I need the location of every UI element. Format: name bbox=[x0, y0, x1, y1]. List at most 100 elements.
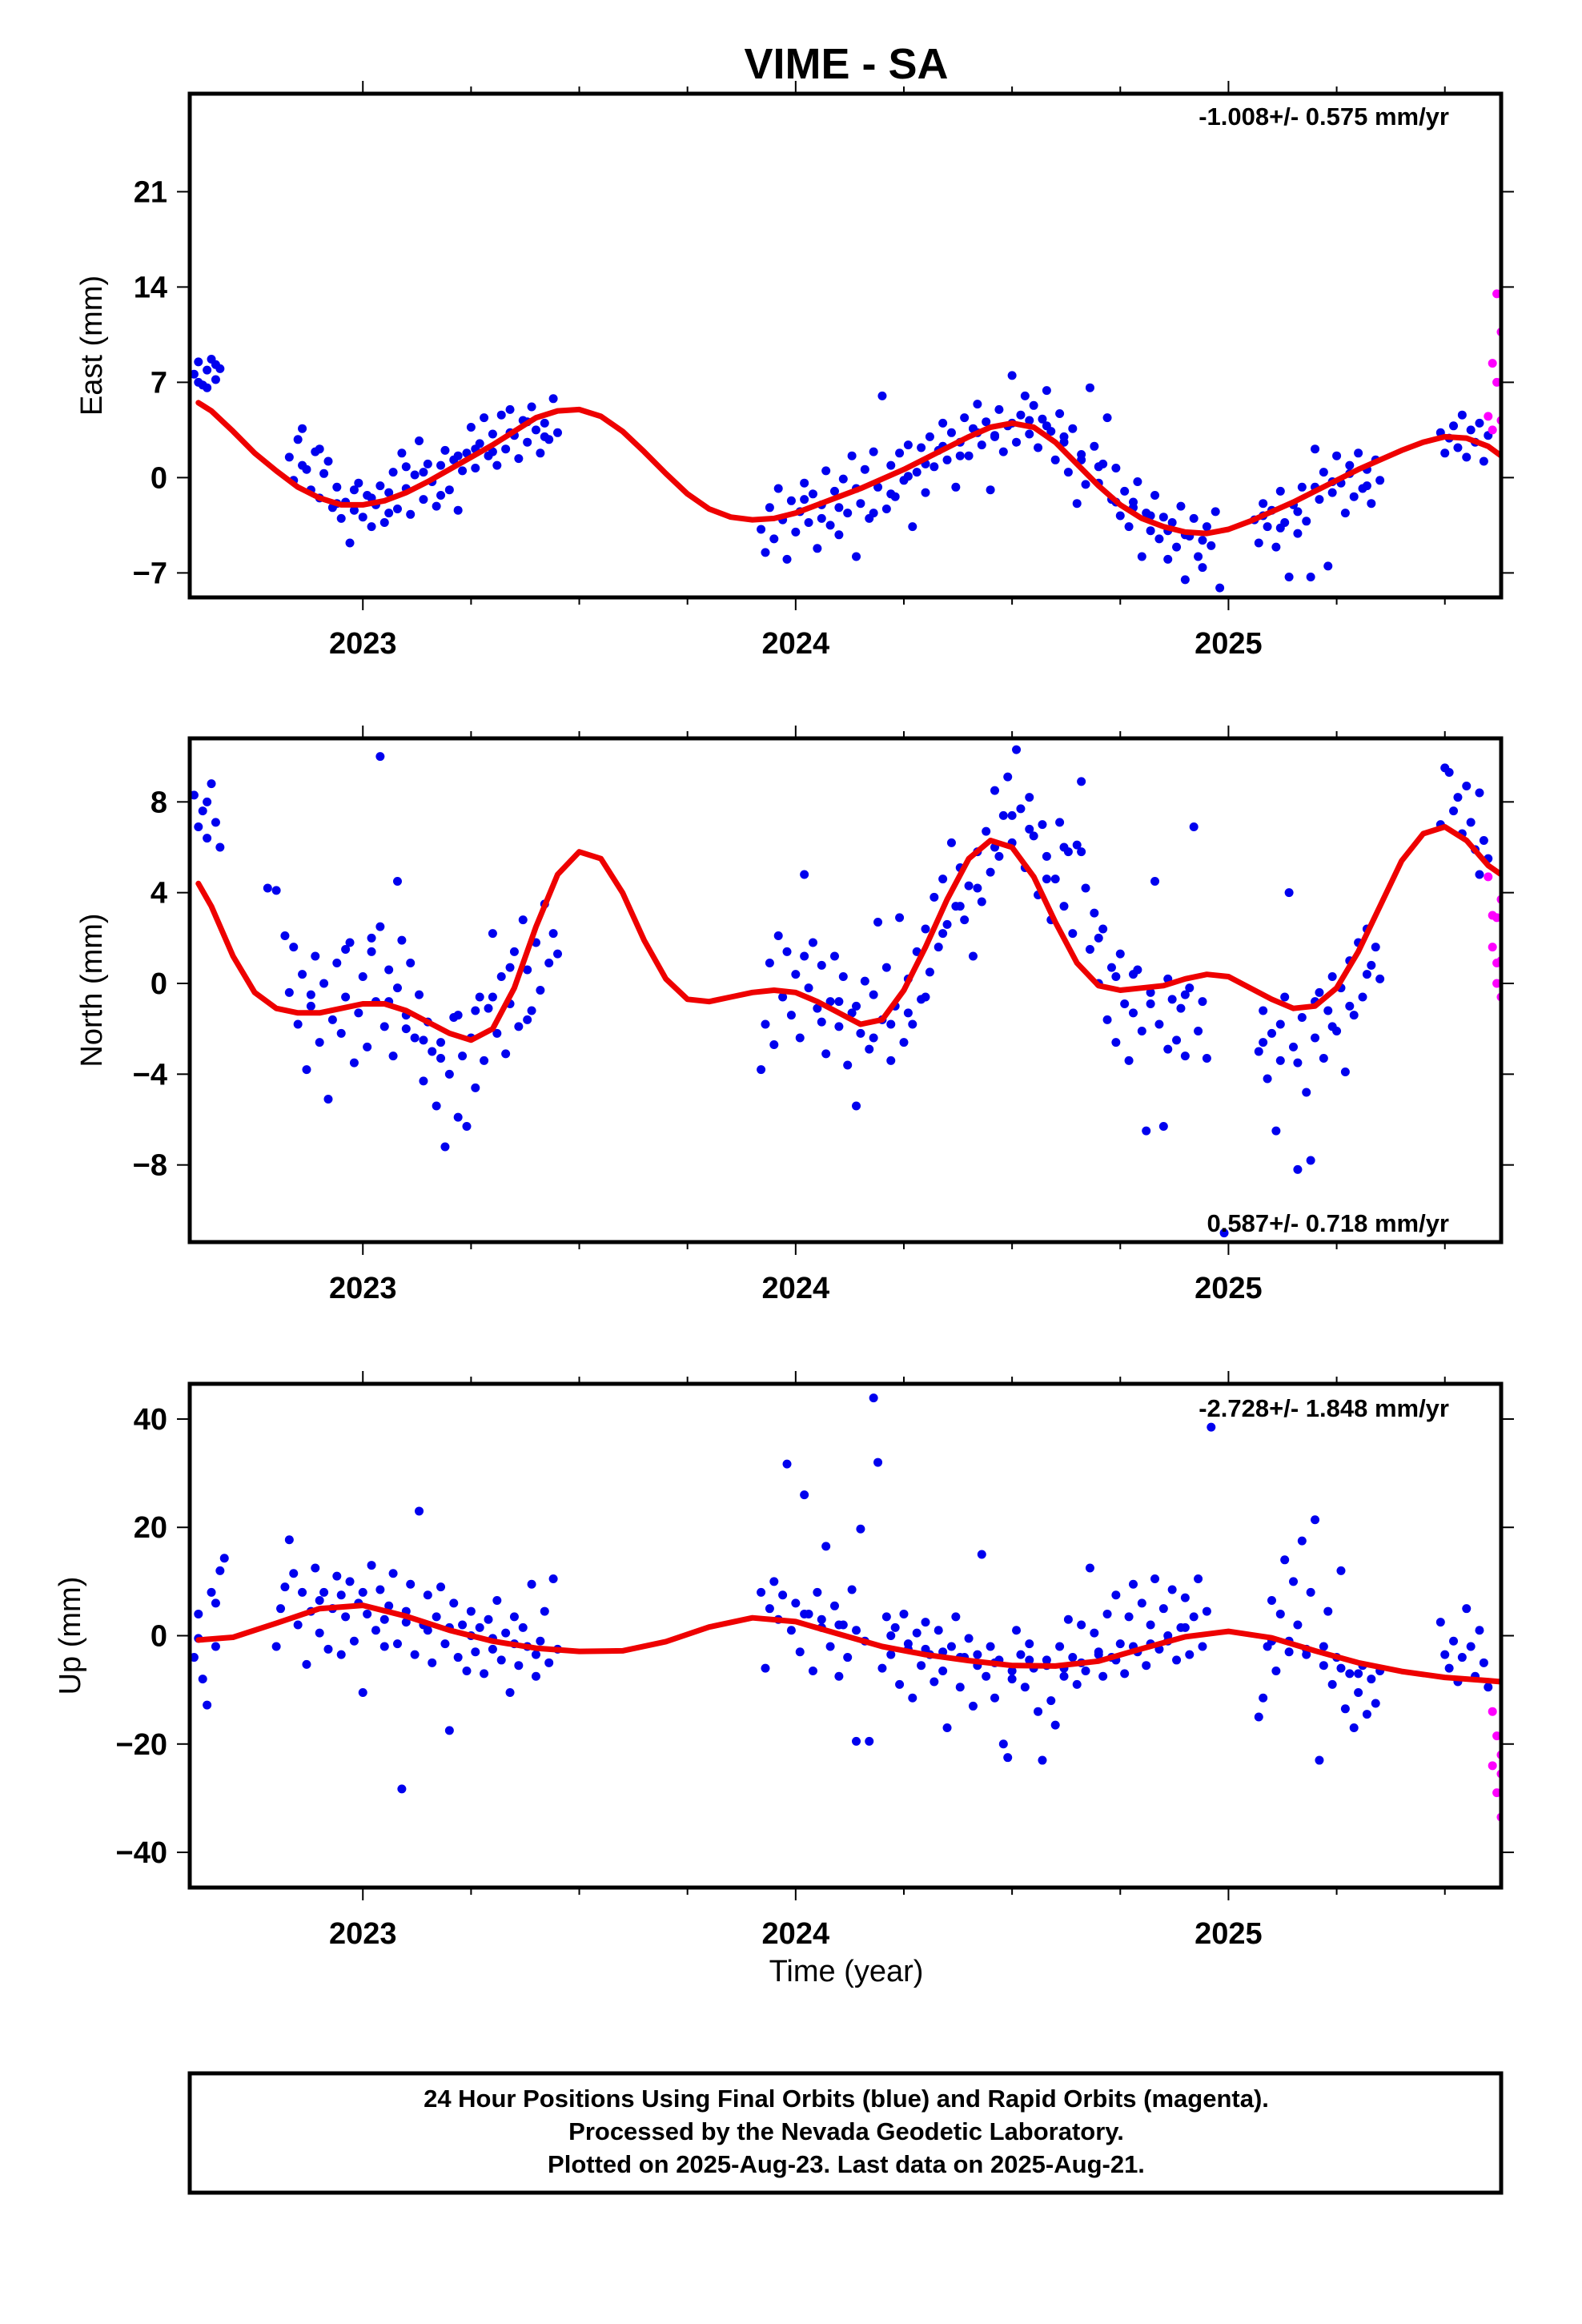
final-orbit-point bbox=[1072, 499, 1082, 509]
y-tick-label: 8 bbox=[151, 786, 167, 819]
final-orbit-point bbox=[1207, 1422, 1216, 1432]
final-orbit-point bbox=[946, 838, 956, 847]
final-orbit-point bbox=[358, 1587, 367, 1597]
final-orbit-point bbox=[1012, 1626, 1022, 1635]
final-orbit-point bbox=[440, 1639, 450, 1649]
final-orbit-point bbox=[925, 967, 934, 977]
final-orbit-point bbox=[917, 1661, 926, 1671]
final-orbit-point bbox=[432, 1101, 441, 1111]
final-orbit-point bbox=[1172, 542, 1182, 552]
final-orbit-point bbox=[1254, 1712, 1263, 1722]
final-orbit-point bbox=[354, 478, 363, 488]
final-orbit-point bbox=[1081, 480, 1090, 489]
final-orbit-point bbox=[804, 983, 813, 993]
final-orbit-point bbox=[203, 365, 212, 375]
final-orbit-point bbox=[315, 444, 324, 454]
final-orbit-point bbox=[1362, 481, 1371, 491]
final-orbit-point bbox=[496, 972, 506, 981]
final-orbit-point bbox=[1475, 788, 1484, 798]
final-orbit-point bbox=[501, 1049, 511, 1059]
final-orbit-point bbox=[808, 489, 817, 499]
final-orbit-point bbox=[406, 959, 416, 967]
final-orbit-point bbox=[1349, 492, 1359, 501]
footer-line-1: 24 Hour Positions Using Final Orbits (bl… bbox=[424, 2085, 1269, 2113]
final-orbit-point bbox=[280, 1582, 290, 1592]
final-orbit-point bbox=[921, 1618, 930, 1627]
final-orbit-point bbox=[834, 997, 844, 1007]
final-orbit-point bbox=[1479, 1658, 1488, 1667]
final-orbit-point bbox=[444, 485, 454, 495]
final-orbit-point bbox=[480, 1669, 489, 1679]
final-orbit-point bbox=[401, 1024, 411, 1034]
final-orbit-point bbox=[1163, 1044, 1173, 1054]
final-orbit-point bbox=[219, 1554, 229, 1563]
final-orbit-point bbox=[1319, 1661, 1328, 1671]
final-orbit-point bbox=[190, 369, 199, 379]
final-orbit-point bbox=[757, 1587, 766, 1597]
y-tick-label: 20 bbox=[134, 1511, 167, 1545]
final-orbit-point bbox=[375, 922, 385, 931]
final-orbit-point bbox=[471, 1083, 480, 1092]
final-orbit-point bbox=[263, 883, 272, 893]
rapid-orbit-point bbox=[1488, 943, 1497, 952]
rapid-orbit-point bbox=[1492, 979, 1501, 988]
final-orbit-point bbox=[1042, 851, 1051, 861]
final-orbit-point bbox=[998, 1739, 1008, 1749]
final-orbit-point bbox=[856, 1524, 865, 1534]
final-orbit-point bbox=[536, 1636, 545, 1646]
final-orbit-point bbox=[1077, 455, 1086, 464]
final-orbit-point bbox=[1059, 1671, 1069, 1681]
final-orbit-point bbox=[1146, 1620, 1155, 1630]
final-orbit-point bbox=[194, 377, 203, 387]
final-orbit-point bbox=[791, 970, 801, 979]
final-orbit-point bbox=[440, 1142, 450, 1152]
final-orbit-point bbox=[1081, 1666, 1090, 1675]
final-orbit-point bbox=[505, 963, 515, 972]
final-orbit-point bbox=[471, 464, 480, 472]
final-orbit-point bbox=[1090, 441, 1099, 451]
final-orbit-point bbox=[1259, 1038, 1268, 1047]
final-orbit-point bbox=[1189, 1612, 1199, 1622]
final-orbit-point bbox=[782, 1459, 792, 1469]
final-orbit-point bbox=[315, 1596, 324, 1606]
final-orbit-point bbox=[1345, 1669, 1355, 1679]
final-orbit-point bbox=[215, 842, 225, 852]
up-panel: −40 −20 0 20 40 2023 2024 2025 Up (mm) -2.728+/- … bbox=[54, 1371, 1514, 1951]
final-orbit-point bbox=[942, 1723, 952, 1732]
final-orbit-point bbox=[1475, 1626, 1484, 1635]
final-orbit-point bbox=[1158, 513, 1168, 522]
final-orbit-point bbox=[800, 951, 809, 961]
final-orbit-point bbox=[1198, 536, 1207, 545]
final-orbit-point bbox=[1315, 1755, 1324, 1765]
final-orbit-point bbox=[1327, 488, 1337, 497]
final-orbit-point bbox=[1120, 1669, 1130, 1679]
final-orbit-point bbox=[1059, 842, 1069, 852]
final-orbit-point bbox=[934, 943, 943, 952]
final-orbit-point bbox=[1462, 782, 1472, 790]
final-orbit-point bbox=[207, 779, 216, 789]
final-orbit-point bbox=[973, 883, 982, 893]
final-orbit-point bbox=[998, 447, 1008, 456]
final-orbit-point bbox=[1150, 1574, 1160, 1583]
final-orbit-point bbox=[847, 1008, 857, 1018]
final-orbit-point bbox=[825, 1642, 835, 1651]
final-orbit-point bbox=[336, 1590, 346, 1600]
final-orbit-point bbox=[280, 931, 290, 940]
final-orbit-point bbox=[336, 513, 346, 523]
final-orbit-point bbox=[1280, 1555, 1290, 1565]
final-orbit-point bbox=[453, 451, 463, 460]
final-orbit-point bbox=[302, 1659, 311, 1669]
final-orbit-point bbox=[817, 1614, 826, 1624]
final-orbit-point bbox=[194, 822, 203, 831]
final-orbit-point bbox=[211, 818, 220, 827]
final-orbit-point bbox=[323, 456, 333, 466]
final-orbit-point bbox=[436, 1038, 446, 1047]
final-orbit-point bbox=[531, 1650, 540, 1659]
final-orbit-point bbox=[1263, 1074, 1272, 1084]
final-orbit-point bbox=[808, 938, 817, 947]
final-orbit-point bbox=[271, 886, 281, 895]
final-orbit-point bbox=[886, 1055, 896, 1065]
final-orbit-point bbox=[1435, 1618, 1445, 1627]
final-orbit-point bbox=[1315, 987, 1324, 997]
east-panel: −7 0 7 14 21 2023 2024 2025 East (mm) -1.008+/- 0… bbox=[75, 81, 1514, 661]
